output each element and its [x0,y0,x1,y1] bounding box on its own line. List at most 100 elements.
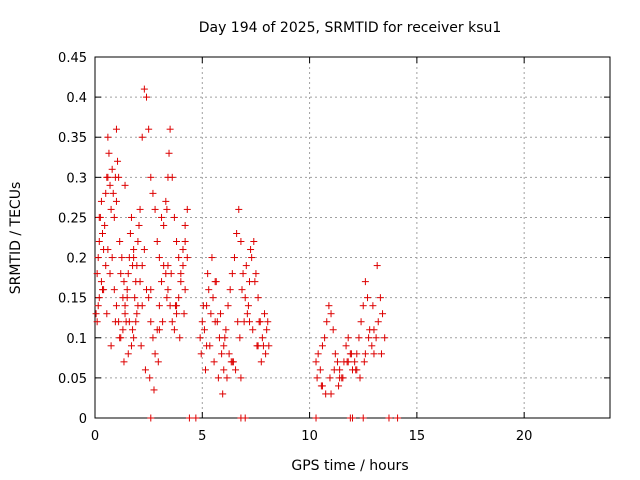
x-tick-label: 0 [91,429,99,444]
data-point [316,366,324,374]
data-point [136,278,144,286]
data-point [141,366,149,374]
y-tick-label: 0.35 [58,131,87,146]
data-point [155,302,163,310]
data-point [212,278,220,286]
data-point [104,133,112,141]
data-point [349,414,356,422]
data-point [140,246,148,254]
data-point [361,350,369,358]
data-point [364,294,372,302]
data-point [369,302,377,310]
data-point [137,342,145,350]
data-point [104,246,112,254]
data-point [151,350,159,358]
data-point [105,149,113,157]
data-point [181,238,189,246]
data-point [112,125,120,133]
data-point [192,414,200,422]
data-point [146,374,154,382]
data-point [158,278,166,286]
chart-title: Day 194 of 2025, SRMTID for receiver ksu… [199,20,502,36]
data-point [131,294,139,302]
data-point [181,221,189,229]
data-point [257,358,265,366]
data-point [333,358,341,366]
data-point [181,286,189,294]
data-point [110,213,118,221]
data-point [145,294,153,302]
data-point [163,294,171,302]
data-point [124,270,132,278]
data-point [359,302,367,310]
data-point [235,205,243,213]
data-point [247,246,255,254]
data-point [155,326,163,334]
data-point [168,318,176,326]
data-point [95,213,103,221]
y-tick-label: 0.4 [66,91,87,106]
data-point [138,133,146,141]
data-point [327,310,335,318]
data-point [176,334,184,342]
data-point [224,302,232,310]
data-point [112,302,120,310]
data-point [202,366,210,374]
y-tick-label: 0 [79,412,87,427]
data-point [120,358,128,366]
data-point [321,334,329,342]
data-point [239,270,247,278]
data-point [323,318,331,326]
data-point [135,221,143,229]
data-point [94,254,102,262]
data-point [97,278,105,286]
data-point [123,286,131,294]
data-point [180,310,188,318]
data-point [223,374,231,382]
data-point [370,326,378,334]
data-point [173,310,181,318]
data-point [183,205,191,213]
data-point [133,310,141,318]
data-point [134,238,142,246]
data-point [254,294,262,302]
data-point [242,262,250,270]
data-point [353,366,361,374]
data-point [243,310,251,318]
data-point [327,390,335,398]
data-point [104,173,112,181]
data-point [132,318,140,326]
data-point [355,334,363,342]
data-point [145,125,153,133]
data-point [263,326,271,334]
data-point [130,246,138,254]
data-point [331,350,339,358]
data-point [175,294,183,302]
data-point [108,165,116,173]
data-point [117,270,125,278]
data-point [368,342,376,350]
data-point [121,181,129,189]
y-tick-label: 0.45 [58,51,87,66]
data-point [95,294,103,302]
data-point [318,382,326,390]
data-point [151,205,159,213]
data-point [153,238,161,246]
data-point [94,302,102,310]
data-point [318,342,326,350]
data-point [228,270,236,278]
data-point [103,310,111,318]
data-point [238,286,246,294]
y-tick-label: 0.3 [66,171,87,186]
data-point [217,310,225,318]
data-point [114,157,122,165]
data-point [205,286,213,294]
y-tick-label: 0.05 [58,372,87,387]
x-tick-label: 10 [301,429,318,444]
data-point [93,318,101,326]
axis-ticks: 0 5 10 15 20 0 0.05 0.1 0.15 0.2 0.25 0.3 0.35 0.4 0.4… [58,51,610,444]
data-point [344,334,352,342]
data-point [237,374,245,382]
